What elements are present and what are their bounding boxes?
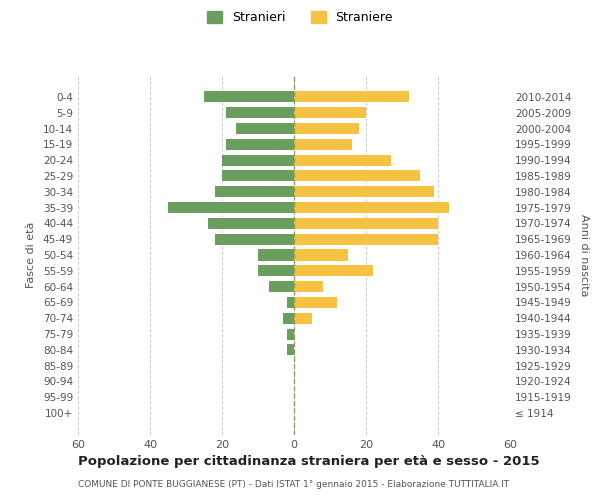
Bar <box>294 281 323 292</box>
Bar <box>294 218 438 229</box>
Bar <box>269 281 294 292</box>
Bar <box>294 107 366 118</box>
Bar <box>258 266 294 276</box>
Bar <box>294 170 420 181</box>
Bar <box>168 202 294 213</box>
Legend: Stranieri, Straniere: Stranieri, Straniere <box>202 6 398 29</box>
Bar <box>208 218 294 229</box>
Y-axis label: Fasce di età: Fasce di età <box>26 222 36 288</box>
Bar <box>294 234 438 244</box>
Bar <box>287 297 294 308</box>
Bar <box>294 186 434 198</box>
Bar <box>226 107 294 118</box>
Bar <box>226 139 294 150</box>
Bar <box>294 266 373 276</box>
Bar <box>222 154 294 166</box>
Bar <box>215 186 294 198</box>
Bar <box>294 123 359 134</box>
Bar <box>294 92 409 102</box>
Bar <box>294 312 312 324</box>
Text: Popolazione per cittadinanza straniera per età e sesso - 2015: Popolazione per cittadinanza straniera p… <box>78 455 539 468</box>
Y-axis label: Anni di nascita: Anni di nascita <box>578 214 589 296</box>
Bar <box>236 123 294 134</box>
Bar <box>287 344 294 356</box>
Bar <box>294 202 449 213</box>
Bar <box>294 139 352 150</box>
Bar <box>294 154 391 166</box>
Bar <box>294 250 348 260</box>
Bar <box>287 328 294 340</box>
Text: COMUNE DI PONTE BUGGIANESE (PT) - Dati ISTAT 1° gennaio 2015 - Elaborazione TUTT: COMUNE DI PONTE BUGGIANESE (PT) - Dati I… <box>78 480 509 489</box>
Bar <box>294 297 337 308</box>
Bar <box>283 312 294 324</box>
Bar <box>222 170 294 181</box>
Bar <box>204 92 294 102</box>
Bar <box>258 250 294 260</box>
Bar <box>215 234 294 244</box>
